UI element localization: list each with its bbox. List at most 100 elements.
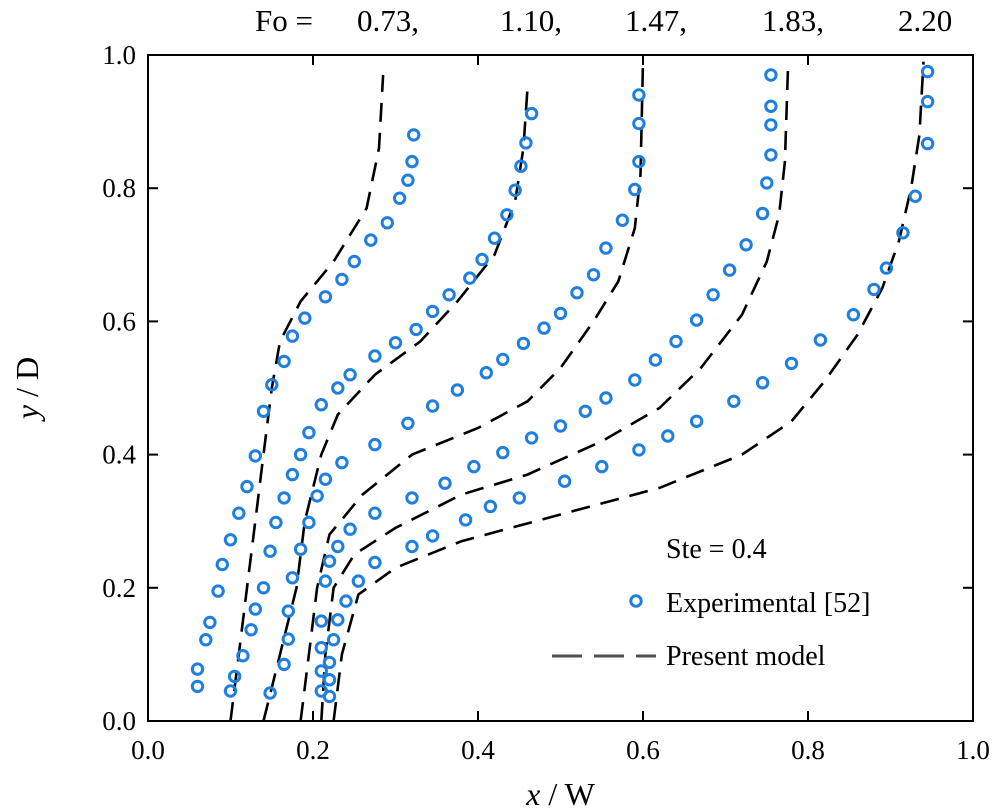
experimental-point <box>405 491 419 505</box>
x-tick-label: 1.0 <box>956 735 990 765</box>
experimental-point <box>277 354 291 369</box>
legend-model-label: Present model <box>666 641 826 672</box>
experimental-point <box>331 539 345 554</box>
y-tick-labels: 0.0 0.2 0.4 0.6 0.8 1.0 <box>102 40 136 736</box>
experimental-point <box>628 373 642 387</box>
plot-frame <box>147 54 974 722</box>
x-tick-label: 0.4 <box>461 735 495 765</box>
legend-experimental-marker <box>629 594 643 608</box>
experimental-point <box>401 173 415 187</box>
y-tick-label: 0.6 <box>102 306 136 336</box>
experimental-point <box>244 623 258 637</box>
experimental-point <box>661 429 675 443</box>
experimental-point <box>281 604 295 618</box>
fo-prefix: Fo = <box>255 3 313 38</box>
fo-header: Fo = 0.73, 1.10, 1.47, 1.83, 2.20 <box>255 3 952 38</box>
experimental-point <box>463 271 477 285</box>
experimental-point <box>215 557 230 572</box>
axis-ticks <box>147 54 974 722</box>
experimental-point <box>557 474 572 488</box>
experimental-point <box>920 136 935 151</box>
experimental-point <box>298 311 312 325</box>
experimental-point <box>896 226 910 240</box>
experimental-point <box>263 686 277 700</box>
experimental-point <box>248 602 263 616</box>
experimental-point <box>401 416 415 430</box>
experimental-point <box>578 404 592 418</box>
experimental-point <box>318 472 333 486</box>
experimental-point <box>599 241 613 255</box>
experimental-point <box>512 491 526 505</box>
experimental-point <box>516 336 531 351</box>
experimental-point <box>364 233 378 247</box>
y-tick-label: 0.4 <box>102 440 136 470</box>
experimental-point <box>248 449 263 463</box>
experimental-markers <box>190 64 935 704</box>
experimental-point <box>281 632 295 646</box>
experimental-point <box>314 614 328 628</box>
experimental-point <box>318 290 333 304</box>
experimental-point <box>314 641 328 655</box>
experimental-point <box>380 216 394 230</box>
experimental-point <box>331 613 345 627</box>
experimental-point <box>277 657 291 672</box>
experimental-point <box>347 254 361 269</box>
experimental-point <box>343 368 357 382</box>
experimental-point <box>615 213 630 227</box>
experimental-point <box>755 376 770 390</box>
experimental-point <box>409 322 423 337</box>
x-tick-label: 0.6 <box>626 735 660 765</box>
legend: Ste = 0.4 Experimental [52] Present mode… <box>552 534 870 672</box>
experimental-point <box>302 515 316 530</box>
experimental-point <box>425 399 440 413</box>
fo-value-label: 1.47, <box>625 3 687 38</box>
experimental-point <box>322 554 337 568</box>
x-tick-label: 0.8 <box>791 735 825 765</box>
experimental-point <box>920 64 935 79</box>
experimental-point <box>190 662 205 676</box>
y-tick-label: 0.0 <box>102 706 136 736</box>
experimental-point <box>263 544 277 558</box>
experimental-point <box>339 594 353 608</box>
experimental-point <box>199 633 213 647</box>
experimental-point <box>475 252 489 267</box>
experimental-point <box>310 489 324 503</box>
experimental-point <box>293 542 308 556</box>
experimental-point <box>368 555 382 570</box>
experimental-point <box>706 288 720 302</box>
experimental-point <box>920 94 935 109</box>
experimental-point <box>514 159 528 173</box>
x-axis-label-unit: / W <box>540 776 595 810</box>
experimental-point <box>322 673 337 687</box>
experimental-point <box>293 447 308 462</box>
experimental-point <box>425 304 440 319</box>
experimental-point <box>256 404 271 418</box>
model-curve-fo-0.73 <box>229 74 385 722</box>
experimental-point <box>203 615 217 630</box>
fo-value-label: 0.73, <box>357 3 419 38</box>
experimental-point <box>669 334 683 349</box>
experimental-point <box>784 356 799 371</box>
experimental-point <box>689 414 704 428</box>
experimental-point <box>425 529 440 543</box>
experimental-point <box>407 128 421 142</box>
experimental-point <box>908 189 922 203</box>
experimental-point <box>553 419 568 433</box>
experimental-point <box>727 394 741 408</box>
experimental-point <box>537 321 551 335</box>
experimental-point <box>500 208 514 222</box>
y-axis-label-unit: / D <box>9 357 45 405</box>
experimental-point <box>846 308 861 322</box>
y-axis-label-var: y <box>9 404 45 422</box>
experimental-point <box>879 261 894 275</box>
fo-value-label: 2.20 <box>898 3 952 38</box>
experimental-point <box>760 176 774 190</box>
experimental-point <box>632 443 646 457</box>
experimental-point <box>496 352 510 367</box>
legend-ste-label: Ste = 0.4 <box>666 534 767 565</box>
experimental-point <box>368 349 382 363</box>
experimental-point <box>256 581 271 595</box>
experimental-point <box>722 263 737 277</box>
experimental-point <box>343 522 357 536</box>
experimental-point <box>739 238 753 252</box>
